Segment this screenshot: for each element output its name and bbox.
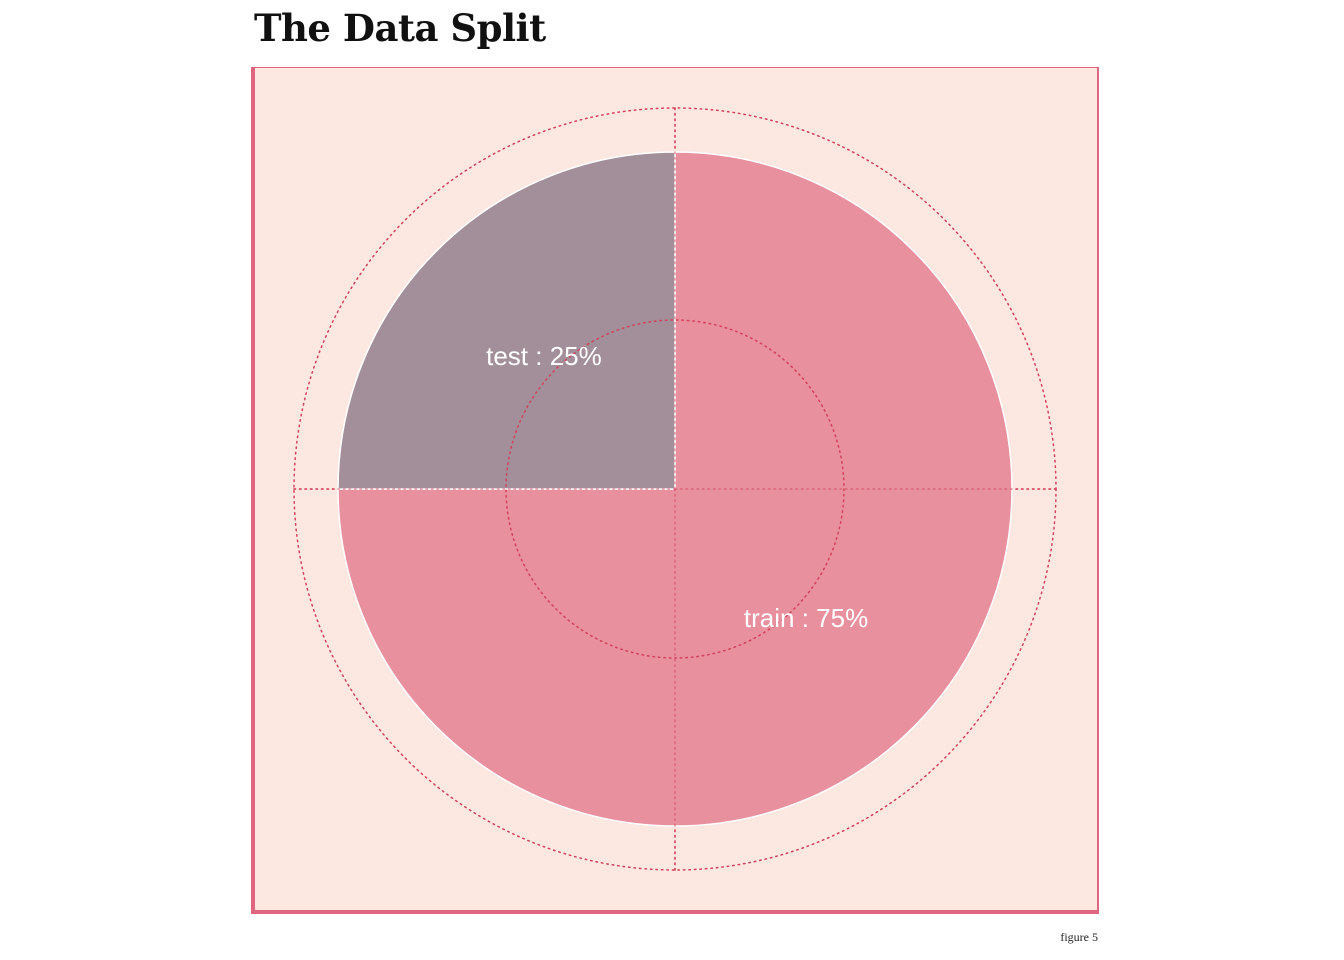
figure-caption: figure 5 (1060, 930, 1098, 944)
grid-ring-inner (505, 319, 845, 659)
slice-label-test: test : 25% (486, 341, 602, 371)
pie-slice-train (337, 151, 1013, 827)
pie-slices (337, 151, 1013, 827)
pie-slice-test (337, 151, 676, 490)
page-title: The Data Split (254, 6, 546, 50)
slice-label-train: train : 75% (744, 603, 868, 633)
polar-grid-overlay (293, 107, 1057, 871)
slice-labels: train : 75% test : 25% (486, 341, 868, 633)
